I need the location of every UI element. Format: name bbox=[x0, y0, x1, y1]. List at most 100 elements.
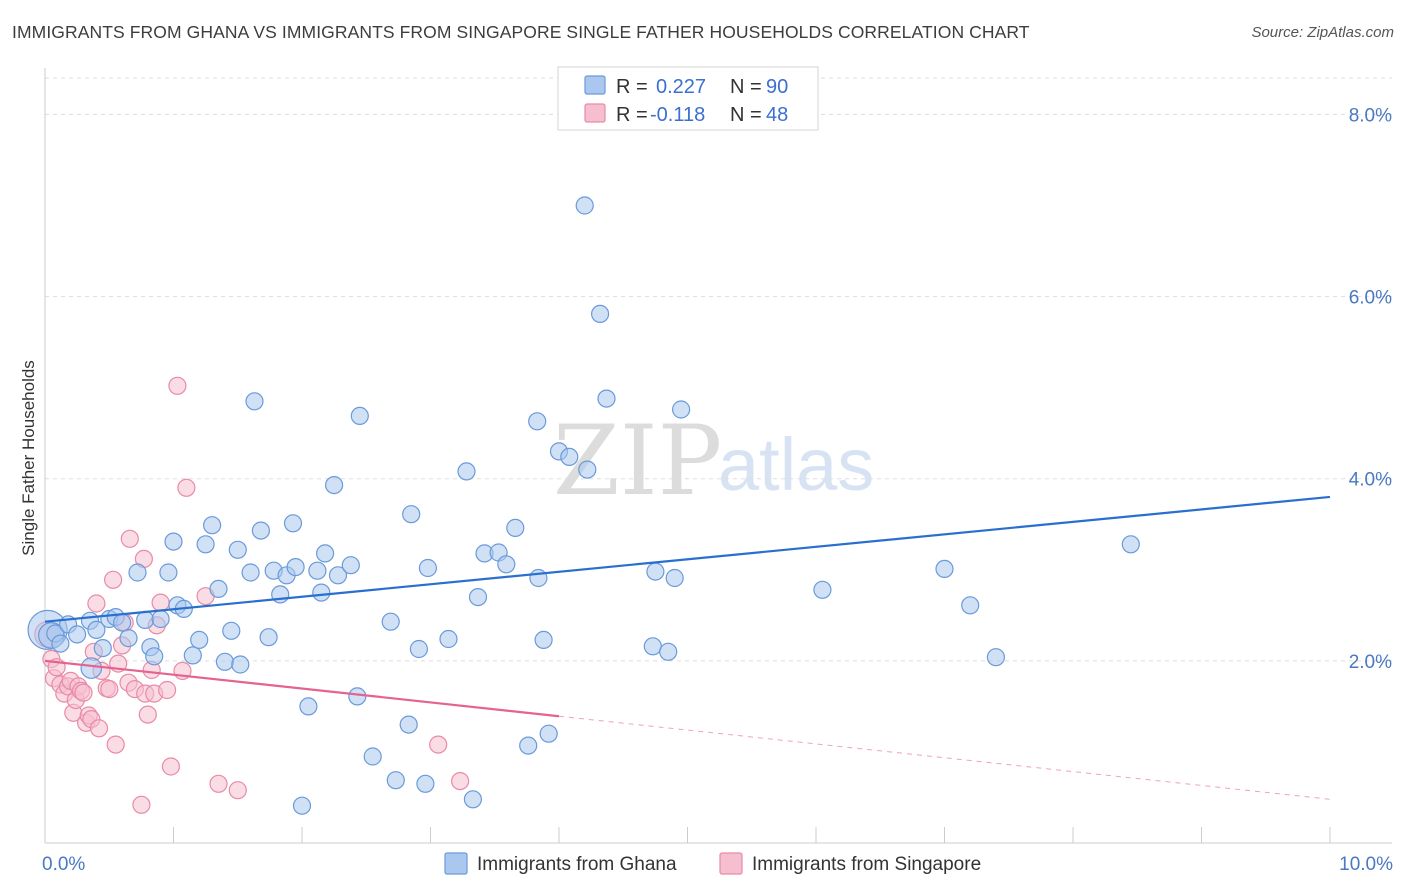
data-point-ghana bbox=[416, 774, 435, 793]
data-point-singapore bbox=[228, 781, 247, 800]
data-point-ghana bbox=[51, 634, 70, 653]
data-point-ghana bbox=[497, 555, 516, 574]
data-point-singapore bbox=[151, 593, 170, 612]
data-point-ghana bbox=[646, 562, 665, 581]
data-point-ghana bbox=[1121, 535, 1140, 554]
x-tick-label: 10.0% bbox=[1339, 854, 1393, 875]
data-point-ghana bbox=[228, 540, 247, 559]
data-point-ghana bbox=[128, 563, 147, 582]
legend-n-value-singapore: 48 bbox=[766, 104, 788, 126]
data-point-ghana bbox=[529, 568, 548, 588]
data-point-ghana bbox=[308, 561, 327, 580]
legend-r-value-singapore: -0.118 bbox=[650, 104, 705, 126]
data-point-singapore bbox=[106, 735, 125, 754]
data-point-ghana bbox=[292, 796, 312, 815]
chart-title: IMMIGRANTS FROM GHANA VS IMMIGRANTS FROM… bbox=[12, 22, 1030, 42]
data-point-ghana bbox=[245, 392, 264, 411]
data-point-ghana bbox=[399, 715, 418, 734]
data-point-ghana bbox=[348, 687, 367, 706]
data-point-singapore bbox=[87, 594, 106, 613]
series-legend-swatch-singapore bbox=[719, 852, 743, 875]
data-point-singapore bbox=[161, 757, 180, 776]
data-point-singapore bbox=[74, 683, 93, 702]
data-point-ghana bbox=[439, 629, 458, 649]
tick-labels: 2.0% 4.0% 6.0% 8.0% 0.0% 10.0% bbox=[42, 105, 1393, 875]
legend-r-value-ghana: 0.227 bbox=[656, 76, 706, 98]
data-point-ghana bbox=[159, 563, 178, 582]
data-point-ghana bbox=[299, 697, 318, 716]
data-point-singapore bbox=[177, 478, 196, 497]
correlation-legend: R = 0.227 N = 90 R = -0.118 N = 48 bbox=[557, 66, 819, 131]
series-legend-label-singapore: Immigrants from Singapore bbox=[752, 854, 981, 875]
data-point-singapore bbox=[103, 570, 123, 589]
data-point-ghana bbox=[325, 476, 344, 495]
data-point-singapore bbox=[100, 679, 119, 699]
data-point-singapore bbox=[89, 719, 109, 738]
data-point-ghana bbox=[164, 532, 183, 551]
data-point-ghana bbox=[316, 544, 335, 563]
data-point-ghana bbox=[286, 557, 305, 577]
data-point-singapore bbox=[120, 529, 139, 548]
data-point-ghana bbox=[80, 657, 103, 679]
data-point-ghana bbox=[259, 628, 278, 647]
data-point-ghana bbox=[597, 389, 616, 408]
legend-swatch-ghana bbox=[584, 75, 606, 95]
data-point-ghana bbox=[665, 568, 684, 588]
data-point-singapore bbox=[138, 705, 157, 724]
data-point-ghana bbox=[506, 518, 525, 538]
data-point-ghana bbox=[215, 652, 234, 671]
watermark: ZIP atlas bbox=[553, 405, 874, 517]
data-point-ghana bbox=[643, 637, 662, 656]
y-tick-label: 8.0% bbox=[1349, 105, 1392, 126]
data-point-ghana bbox=[151, 609, 170, 629]
y-tick-label: 2.0% bbox=[1349, 652, 1392, 673]
data-point-ghana bbox=[578, 460, 597, 479]
data-point-ghana bbox=[986, 648, 1006, 667]
data-point-ghana bbox=[671, 400, 691, 419]
series-legend-label-ghana: Immigrants from Ghana bbox=[477, 854, 677, 875]
data-point-ghana bbox=[363, 747, 382, 766]
data-point-ghana bbox=[203, 516, 222, 535]
y-axis-title: Single Father Households bbox=[19, 360, 38, 556]
data-point-ghana bbox=[241, 563, 260, 582]
data-point-ghana bbox=[935, 559, 954, 579]
legend-n-label-ghana: N = bbox=[730, 76, 762, 98]
data-point-ghana bbox=[463, 790, 482, 809]
data-point-ghana bbox=[560, 447, 579, 466]
data-point-ghana bbox=[209, 579, 228, 599]
data-point-ghana bbox=[67, 625, 87, 644]
data-point-ghana bbox=[350, 406, 369, 425]
data-point-singapore bbox=[451, 771, 470, 791]
y-tick-label: 6.0% bbox=[1349, 288, 1392, 309]
data-point-ghana bbox=[328, 566, 348, 585]
data-point-singapore bbox=[209, 774, 228, 793]
data-point-ghana bbox=[402, 505, 421, 524]
data-point-ghana bbox=[93, 638, 112, 658]
source-credit: Source: ZipAtlas.com bbox=[1251, 24, 1394, 41]
data-point-ghana bbox=[312, 583, 331, 602]
data-point-ghana bbox=[136, 610, 155, 630]
watermark-zip: ZIP bbox=[553, 405, 722, 517]
data-point-ghana bbox=[539, 724, 558, 743]
data-point-ghana bbox=[528, 412, 547, 431]
trend-line-ghana bbox=[44, 495, 1331, 623]
series-legend: Immigrants from Ghana Immigrants from Si… bbox=[444, 852, 981, 875]
data-point-ghana bbox=[468, 587, 488, 607]
trend-lines bbox=[44, 495, 1331, 800]
data-point-singapore bbox=[132, 795, 151, 814]
data-point-ghana bbox=[190, 630, 209, 650]
data-point-ghana bbox=[87, 620, 106, 640]
data-point-ghana bbox=[813, 580, 832, 599]
axes bbox=[44, 68, 1392, 844]
data-point-ghana bbox=[222, 621, 241, 640]
data-point-ghana bbox=[519, 736, 538, 755]
legend-n-label-singapore: N = bbox=[730, 104, 762, 126]
data-point-ghana bbox=[457, 462, 476, 481]
legend-r-label-singapore: R = bbox=[616, 104, 648, 126]
data-point-singapore bbox=[168, 376, 187, 395]
data-point-ghana bbox=[409, 639, 428, 659]
data-point-ghana bbox=[590, 304, 610, 323]
data-point-singapore bbox=[158, 680, 177, 700]
series-legend-swatch-ghana bbox=[444, 852, 468, 875]
